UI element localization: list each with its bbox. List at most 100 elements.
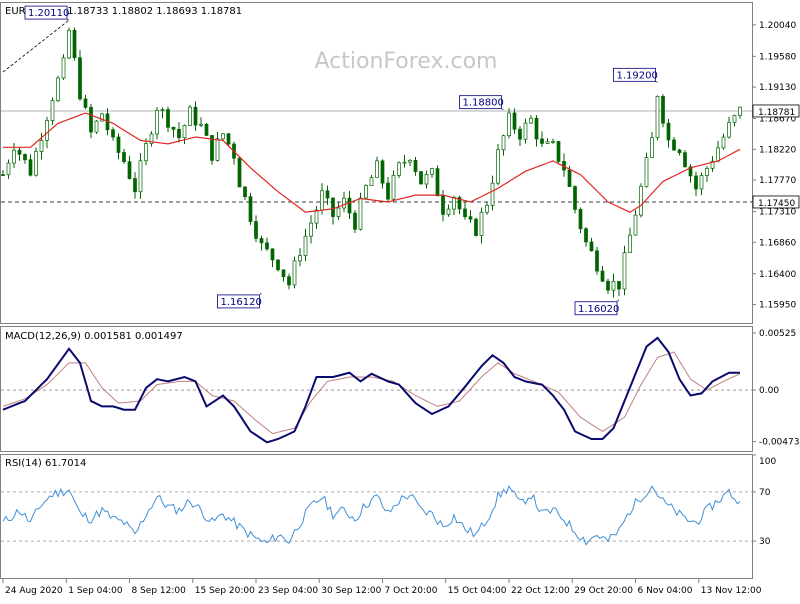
candle-body [705, 167, 709, 176]
candle-body [56, 77, 60, 102]
candle-body [287, 276, 291, 286]
candle-body [402, 161, 407, 164]
annotation-box [574, 301, 618, 316]
candle-body [149, 133, 154, 144]
macd-tick-label: -0.004732 [759, 438, 800, 448]
candle-body [430, 168, 434, 175]
price-tick-label: 1.15950 [759, 301, 796, 311]
price-tick-label: 1.17770 [759, 176, 796, 186]
candle-body [193, 106, 198, 126]
candle-body [12, 149, 16, 164]
time-tick-label: 15 Sep 20:00 [195, 586, 255, 596]
price-panel-title: EURUSD,H4 1.18733 1.18802 1.18693 1.1878… [5, 6, 242, 17]
trendline [2, 19, 70, 73]
candle-body [138, 160, 143, 193]
candle-body [595, 250, 599, 272]
candle-body [28, 159, 33, 176]
time-tick-label: 22 Oct 12:00 [511, 586, 570, 596]
candle-body [622, 252, 627, 290]
price-tick-label: 1.18670 [759, 115, 796, 125]
current-price-label: 1.18781 [758, 108, 795, 118]
candle-body [83, 98, 88, 108]
candle-body [353, 212, 357, 230]
candle-body [155, 110, 159, 135]
candle-body [413, 160, 418, 172]
time-tick-label: 15 Oct 04:00 [448, 586, 507, 596]
candle-body [611, 281, 616, 291]
candle-body [270, 248, 275, 261]
candle-body [551, 141, 555, 143]
candle-body [738, 106, 742, 116]
candle-body [512, 112, 517, 130]
rsi-panel-title: RSI(14) 61.7014 [5, 458, 86, 469]
candle-body [237, 157, 242, 188]
candle-body [72, 29, 77, 59]
price-tick-label: 1.20040 [759, 21, 796, 31]
annotation-label: 1.20110 [28, 8, 69, 19]
candle-body [507, 112, 511, 137]
candle-body [144, 143, 148, 162]
candle-body [490, 182, 495, 206]
candle-body [716, 147, 720, 162]
level-box [752, 195, 800, 209]
price-tick-label: 1.16400 [759, 270, 796, 280]
candle-body [408, 160, 412, 163]
candle-body [732, 115, 737, 123]
candle-body [628, 234, 632, 254]
candle-body [540, 138, 544, 144]
rsi-line [2, 484, 741, 546]
candle-body [50, 100, 55, 121]
candle-body [61, 57, 66, 79]
candle-body [606, 280, 610, 291]
candle-body [320, 190, 324, 211]
candle-body [188, 106, 192, 126]
price-tick-label: 1.19130 [759, 83, 796, 93]
time-tick-label: 7 Oct 20:00 [385, 586, 438, 596]
candle-body [633, 214, 638, 236]
candle-body [501, 135, 506, 151]
annotation-box [459, 95, 502, 110]
candle-body [67, 29, 71, 59]
candle-body [639, 185, 643, 216]
candle-body [435, 168, 440, 197]
candle-body [303, 235, 308, 256]
price-tick-label: 1.16860 [759, 238, 796, 248]
candle-body [133, 178, 137, 193]
candle-body [661, 96, 665, 124]
candle-body [100, 113, 104, 122]
candle-body [166, 109, 170, 128]
macd-series-layer: 0.00525 0.00 -0.004732 [1, 329, 800, 448]
candle-body [122, 152, 126, 163]
candle-body [39, 140, 44, 152]
macd-panel [0, 326, 753, 452]
candle-body [215, 138, 220, 161]
candle-body [177, 129, 181, 139]
candle-body [386, 182, 390, 200]
time-tick-label: 23 Sep 04:00 [258, 586, 318, 596]
watermark: ActionForex.com [315, 49, 498, 74]
candle-body [452, 197, 456, 210]
price-series-layer: 1.20040 1.19580 1.19130 1.18670 1.18220 1.177… [1, 5, 800, 316]
price-tick-label: 1.18220 [759, 145, 796, 155]
candle-body [265, 242, 269, 250]
candle-body [89, 106, 93, 133]
candle-body [424, 174, 429, 185]
candle-body [518, 128, 522, 140]
candle-body [694, 175, 698, 190]
candle-body [94, 120, 99, 133]
time-tick-label: 29 Oct 20:00 [574, 586, 633, 596]
annotation-label: 1.16020 [578, 304, 619, 315]
signal-line [2, 351, 741, 435]
annotation-label: 1.16120 [221, 297, 262, 308]
candle-body [589, 241, 594, 252]
candle-body [419, 171, 423, 185]
candle-body [545, 141, 550, 144]
candle-body [78, 57, 82, 100]
candle-body [644, 157, 649, 187]
candle-body [364, 185, 368, 199]
candle-body [127, 161, 132, 179]
candle-body [650, 137, 654, 158]
macd-line [2, 336, 740, 444]
annotation-box [217, 294, 260, 309]
